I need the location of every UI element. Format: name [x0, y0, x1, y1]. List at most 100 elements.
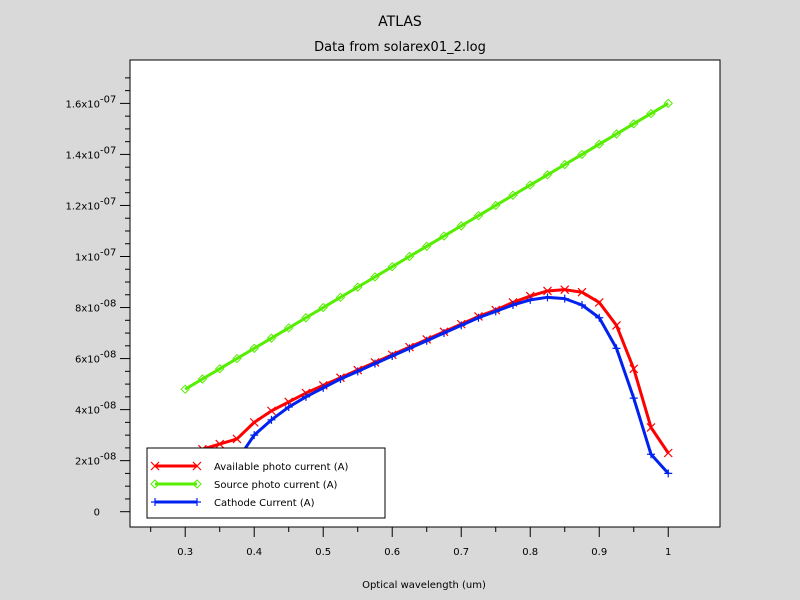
data-point-cathode-current-a [388, 352, 397, 361]
y-tick-label: 2x10 [75, 457, 100, 468]
legend-marker-available-photo-current-a [192, 461, 202, 471]
legend: Available photo current (A) Source photo … [146, 447, 386, 519]
x-tick-label: 0.3 [177, 547, 193, 558]
y-tick-exponent: -08 [100, 299, 116, 310]
data-point-source-photo-current-a [508, 190, 518, 200]
data-point-available-photo-current-a [594, 298, 604, 307]
data-point-cathode-current-a [267, 415, 276, 424]
y-tick-exponent: -08 [100, 401, 116, 412]
data-point-cathode-current-a [250, 431, 259, 440]
y-tick-exponent: -08 [100, 452, 116, 463]
data-point-cathode-current-a [353, 367, 362, 376]
data-point-cathode-current-a [336, 374, 345, 383]
y-tick-label: 4x10 [75, 406, 100, 417]
x-tick-label: 0.8 [522, 547, 538, 558]
x-tick-label: 1 [665, 547, 671, 558]
data-point-available-photo-current-a [232, 434, 242, 444]
data-point-source-photo-current-a [284, 323, 294, 333]
data-point-source-photo-current-a [370, 272, 380, 282]
data-point-source-photo-current-a [542, 170, 553, 180]
data-point-source-photo-current-a [439, 231, 449, 241]
data-point-cathode-current-a [439, 329, 448, 338]
series-layer [180, 98, 673, 493]
data-point-cathode-current-a [646, 450, 655, 459]
data-point-source-photo-current-a [335, 292, 346, 303]
y-tick-exponent: -08 [100, 350, 116, 361]
x-tick-label: 0.9 [591, 547, 607, 558]
data-point-source-photo-current-a [491, 200, 501, 211]
data-point-source-photo-current-a [422, 241, 432, 251]
legend-label-available-photo-current-a: Available photo current (A) [214, 462, 348, 473]
legend-label-cathode-current-a: Cathode Current (A) [214, 498, 315, 509]
chart-title: ATLAS [378, 14, 422, 30]
data-point-source-photo-current-a [577, 149, 587, 160]
data-point-cathode-current-a [405, 344, 414, 353]
data-point-source-photo-current-a [215, 364, 225, 374]
data-point-source-photo-current-a [301, 313, 311, 323]
data-point-cathode-current-a [474, 313, 483, 322]
legend-marker-cathode-current-a [193, 498, 201, 506]
data-point-source-photo-current-a [611, 129, 622, 139]
data-point-source-photo-current-a [663, 98, 673, 109]
y-tick-label: 6x10 [75, 355, 100, 366]
x-axis-label: Optical wavelength (um) [362, 580, 486, 591]
data-point-source-photo-current-a [404, 251, 415, 262]
data-point-available-photo-current-a [612, 320, 621, 330]
y-tick-label: 1.2x10 [65, 201, 100, 212]
legend-marker-available-photo-current-a [150, 461, 160, 471]
data-point-available-photo-current-a [543, 286, 552, 296]
data-point-source-photo-current-a [525, 180, 535, 190]
data-point-source-photo-current-a [387, 261, 397, 272]
data-point-source-photo-current-a [232, 353, 242, 364]
data-point-cathode-current-a [629, 394, 638, 403]
data-point-cathode-current-a [422, 336, 431, 345]
x-tick-label: 0.7 [453, 547, 469, 558]
data-point-cathode-current-a [612, 344, 621, 353]
data-point-available-photo-current-a [560, 285, 570, 295]
data-point-cathode-current-a [560, 294, 569, 303]
y-tick-label: 1.4x10 [65, 150, 100, 161]
data-point-available-photo-current-a [577, 287, 587, 297]
series-line-source-photo-current-a [184, 102, 670, 391]
data-point-cathode-current-a [284, 403, 293, 412]
data-point-available-photo-current-a [663, 448, 673, 458]
data-point-available-photo-current-a [215, 439, 225, 449]
x-tick-label: 0.6 [384, 547, 400, 558]
series-group [180, 98, 673, 493]
data-point-source-photo-current-a [266, 333, 277, 343]
data-point-source-photo-current-a [197, 374, 208, 384]
legend-marker-cathode-current-a [151, 498, 159, 506]
data-point-source-photo-current-a [353, 282, 363, 292]
y-tick-exponent: -07 [100, 247, 116, 258]
x-tick-label: 0.5 [315, 547, 331, 558]
y-tick-exponent: -07 [100, 94, 116, 105]
data-point-cathode-current-a [577, 300, 586, 309]
x-tick-label: 0.4 [246, 547, 262, 558]
legend-marker-source-photo-current-a [150, 479, 160, 489]
data-point-source-photo-current-a [646, 108, 656, 119]
data-point-source-photo-current-a [180, 384, 190, 394]
data-point-available-photo-current-a [629, 364, 639, 374]
data-point-cathode-current-a [370, 359, 379, 368]
data-point-cathode-current-a [457, 321, 466, 330]
y-tick-label: 0 [94, 508, 100, 519]
y-tick-exponent: -07 [100, 196, 116, 207]
data-point-available-photo-current-a [249, 417, 259, 427]
data-point-cathode-current-a [526, 295, 535, 304]
data-point-source-photo-current-a [456, 221, 466, 231]
data-point-cathode-current-a [319, 383, 328, 392]
data-point-source-photo-current-a [560, 159, 570, 170]
data-point-source-photo-current-a [629, 119, 639, 129]
data-point-available-photo-current-a [267, 406, 276, 416]
legend-marker-source-photo-current-a [192, 479, 202, 489]
data-point-source-photo-current-a [318, 302, 328, 313]
data-point-cathode-current-a [664, 469, 673, 478]
data-point-cathode-current-a [595, 313, 604, 322]
data-point-cathode-current-a [508, 300, 517, 309]
y-tick-label: 1x10 [75, 252, 100, 263]
data-point-cathode-current-a [543, 293, 552, 302]
data-point-cathode-current-a [301, 392, 310, 401]
y-tick-label: 8x10 [75, 304, 100, 315]
